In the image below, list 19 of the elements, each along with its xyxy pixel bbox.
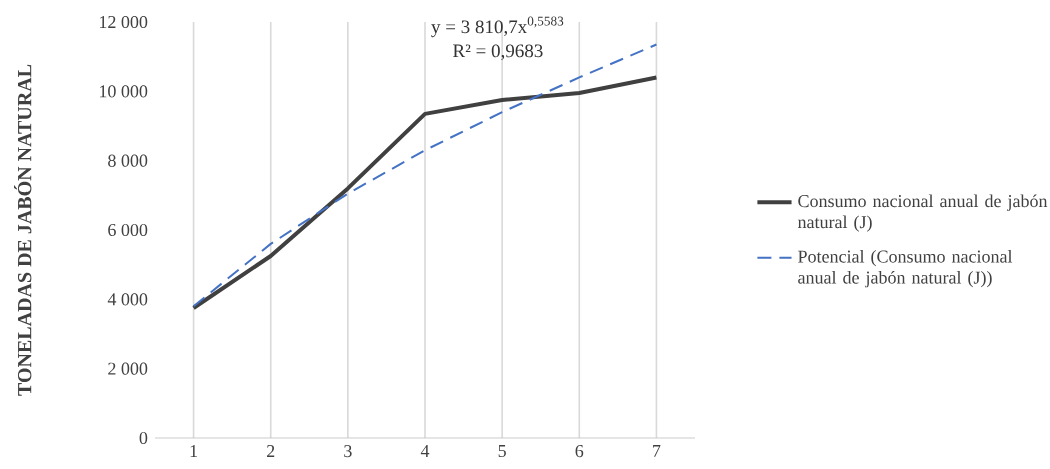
y-tick-label: 2 000 [108, 362, 148, 375]
x-tick-label: 1 [190, 445, 198, 457]
x-tick-label: 3 [344, 445, 352, 458]
y-tick-label: 12 000 [100, 15, 148, 29]
y-tick-label: 6 000 [108, 223, 148, 237]
x-tick-label: 7 [653, 445, 661, 457]
x-tick-label: 4 [420, 445, 430, 457]
y-tick-label: 0 [139, 431, 148, 445]
y-axis-title: TONELADAS DE JABÓN NATURAL [14, 64, 32, 396]
x-tick-label: 5 [498, 445, 506, 458]
y-tick-label: 4 000 [107, 293, 148, 306]
y-tick-label: 8 000 [108, 154, 148, 167]
annotation: y = 3 810,7x$^{0,5583}$ [431, 16, 564, 38]
y-tick-label: 10 000 [100, 85, 148, 98]
x-tick-label: 6 [575, 445, 584, 458]
x-tick-label: 2 [267, 445, 275, 457]
legend-label: Consumo nacional anual de jabón natural (J) [797, 194, 1048, 232]
annotation: R² = 0,9683 [453, 44, 543, 60]
legend-label: Potencial (Consumo nacional anual de jabón natural (J)) [798, 250, 1013, 288]
